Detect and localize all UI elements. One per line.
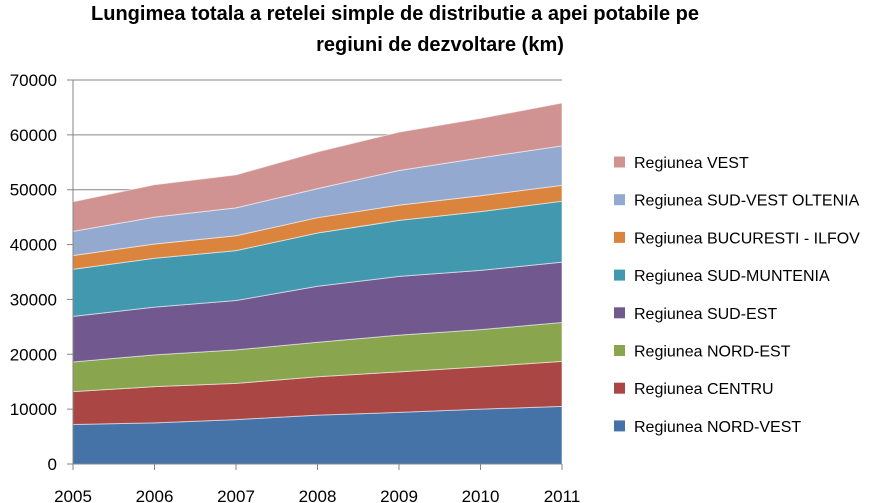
legend: Regiunea VEST Regiunea SUD-VEST OLTENIA Re… [614,155,860,436]
legend-label-regiunea-vest: Regiunea VEST [634,155,749,172]
y-tick-label: 20000 [10,345,57,364]
y-tick-label: 0 [48,455,57,474]
legend-label-regiunea-sud-est: Regiunea SUD-EST [634,306,777,323]
x-tick-labels: 2005 2006 2007 2008 2009 2010 2011 [54,487,580,503]
y-tick-label: 60000 [10,126,57,145]
legend-swatch-regiunea-nord-vest [614,420,625,432]
legend-swatch-regiunea-bucuresti-ilfov [614,231,625,243]
legend-label-regiunea-nord-est: Regiunea NORD-EST [634,344,791,361]
legend-label-regiunea-centru: Regiunea CENTRU [634,381,774,398]
legend-swatch-regiunea-centru [614,382,625,394]
x-tick-label: 2010 [462,487,500,503]
legend-label-regiunea-sud-muntenia: Regiunea SUD-MUNTENIA [634,268,830,285]
x-tick-label: 2006 [136,487,174,503]
legend-swatch-regiunea-vest [614,156,625,168]
y-tick-label: 70000 [10,71,57,90]
y-tick-label: 10000 [10,400,57,419]
legend-swatch-regiunea-nord-est [614,345,625,356]
chart-title-line-2: regiuni de dezvoltare (km) [316,34,564,56]
axes [72,80,563,470]
legend-swatch-regiunea-sud-vest-oltenia [614,194,625,206]
legend-swatch-regiunea-sud-est [614,307,625,319]
legend-label-regiunea-sud-vest-oltenia: Regiunea SUD-VEST OLTENIA [634,193,860,210]
stacked-areas [72,102,563,465]
chart-title-line-1: Lungimea totala a retelei simple de dist… [91,3,699,25]
legend-label-regiunea-nord-vest: Regiunea NORD-VEST [634,419,801,436]
x-tick-label: 2011 [544,487,581,503]
area-regiunea-vest [72,102,563,233]
x-tick-label: 2007 [217,487,255,503]
x-tick-label: 2008 [299,487,337,503]
legend-swatch-regiunea-sud-muntenia [614,269,625,281]
x-tick-label: 2009 [380,487,418,503]
y-tick-label: 30000 [10,290,57,309]
legend-label-regiunea-bucuresti-ilfov: Regiunea BUCURESTI - ILFOV [634,230,860,247]
y-tick-label: 40000 [10,236,57,255]
x-tick-label: 2005 [54,487,92,503]
y-tick-labels: 0 10000 20000 30000 40000 50000 60000 70000 [10,71,57,474]
y-tick-label: 50000 [10,181,57,200]
